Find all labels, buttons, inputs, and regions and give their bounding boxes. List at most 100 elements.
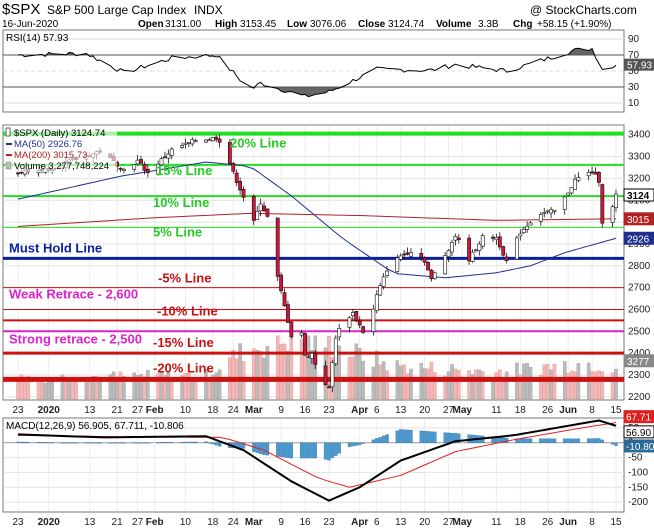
candle-body [480, 235, 485, 247]
price-tick-label: 2400 [628, 348, 651, 359]
rsi-tick-label: 70 [628, 50, 640, 61]
volume-bar [422, 368, 427, 400]
macd-badge [623, 425, 654, 439]
macd-histogram-bar [563, 438, 567, 443]
candle-body [371, 308, 376, 332]
macd-histogram-bar [546, 438, 550, 443]
volume-bar [146, 369, 150, 400]
candle-body [139, 159, 143, 164]
candle-body [238, 181, 243, 191]
macd-histogram-bar [194, 441, 198, 443]
macd-tick-label: -150 [628, 482, 648, 493]
macd-histogram-bar [446, 432, 451, 443]
x-tick-label: 8 [589, 405, 595, 416]
candle-body [600, 184, 605, 224]
chg-label: Chg [513, 19, 532, 30]
volume-bar [337, 345, 341, 400]
macd-histogram-bar [170, 442, 174, 443]
macd-histogram-bar [528, 438, 533, 443]
volume-bar [494, 372, 499, 400]
volume-bar [573, 371, 577, 400]
candle-body [190, 139, 195, 145]
volume-bar [378, 364, 382, 400]
volume-bar [375, 350, 379, 400]
x-tick-label: 24 [228, 517, 240, 528]
candle-body [265, 208, 270, 217]
candle-body [255, 211, 260, 220]
macd-histogram-bar [467, 434, 471, 443]
volume-bar [504, 371, 509, 400]
date-label: 16-Jun-2020 [2, 19, 59, 30]
volume-bar [163, 375, 167, 400]
x-tick-label: 16 [299, 405, 311, 416]
macd-histogram-bar [610, 442, 615, 445]
chart-header: $SPX S&P 500 Large Cap Index INDX @ Stoc… [2, 1, 637, 30]
price-tick-label: 3200 [628, 173, 651, 184]
macd-histogram-bar [108, 442, 112, 444]
volume-bar [467, 370, 471, 400]
volume-bar [299, 339, 304, 400]
open-value: 3131.00 [165, 19, 202, 30]
macd-histogram-bar [501, 437, 505, 443]
x-tick-label: 27 [132, 405, 144, 416]
candle-body [347, 317, 352, 328]
legend-entry: MA(50) 2926.76 [14, 139, 82, 150]
candle-body [361, 326, 366, 333]
candle-body [193, 140, 198, 142]
price-badge-label: 2926 [627, 234, 650, 245]
volume-bar [166, 370, 171, 400]
rsi-tick-label: 90 [628, 34, 640, 45]
candle-body [357, 320, 362, 326]
macd-histogram-bar [330, 442, 335, 459]
volume-bar [98, 380, 102, 400]
x-tick-label: 26 [542, 405, 554, 416]
macd-histogram-bar [132, 442, 136, 444]
macd-histogram-bar [84, 442, 88, 444]
macd-histogram-bar [142, 442, 147, 444]
macd-histogram-bar [265, 442, 270, 456]
volume-bar [600, 371, 605, 400]
macd-badge [623, 439, 654, 453]
macd-histogram-bar [549, 438, 553, 443]
macd-histogram-bar [433, 431, 437, 443]
volume-bar [566, 373, 570, 400]
x-tick-label: 9 [278, 405, 284, 416]
macd-histogram-bar [443, 432, 447, 443]
macd-histogram-bar [566, 438, 570, 443]
candle-body [597, 172, 601, 183]
candle-body [323, 365, 328, 386]
x-tick-label: 21 [112, 405, 124, 416]
macd-badge [623, 410, 654, 424]
candle-body [180, 145, 184, 148]
macd-histogram-bar [67, 442, 71, 444]
chg-value: +58.15 (+1.90%) [537, 19, 612, 30]
x-axis-top: 23 2020 13 21 27 Feb 10 18 24 Mar 9 16 23 Apr 6 13 20 27M… [12, 405, 622, 416]
x-tick-label: May [453, 517, 473, 528]
macd-histogram-bar [146, 442, 150, 444]
volume-bar [477, 369, 482, 400]
x-tick-label: 15 [610, 405, 622, 416]
volume-bar [491, 378, 495, 400]
volume-label: Volume [436, 19, 472, 30]
x-tick-label: 6 [374, 405, 380, 416]
volume-bar [385, 370, 389, 400]
macd-histogram-bar [375, 438, 379, 443]
x-tick-label: 9 [278, 517, 284, 528]
candle-body [528, 222, 533, 226]
macd-histogram-bar [347, 442, 352, 447]
macd-histogram-bar [43, 442, 47, 444]
price-tick-label: 3400 [628, 130, 651, 141]
macd-histogram-bar [163, 442, 167, 444]
candle-body [521, 228, 526, 233]
candle-body [443, 255, 448, 275]
candle-body [299, 332, 304, 336]
macd-histogram-bar [323, 442, 328, 460]
macd-histogram-bar [74, 442, 78, 444]
volume-bar [433, 372, 437, 400]
price-badge-label: 3015 [627, 215, 650, 226]
legend-entry: $SPX (Daily) 3124.74 [14, 128, 105, 139]
volume-bar [60, 374, 65, 400]
macd-tick-label: -100 [628, 467, 648, 478]
candle-body [395, 257, 400, 272]
